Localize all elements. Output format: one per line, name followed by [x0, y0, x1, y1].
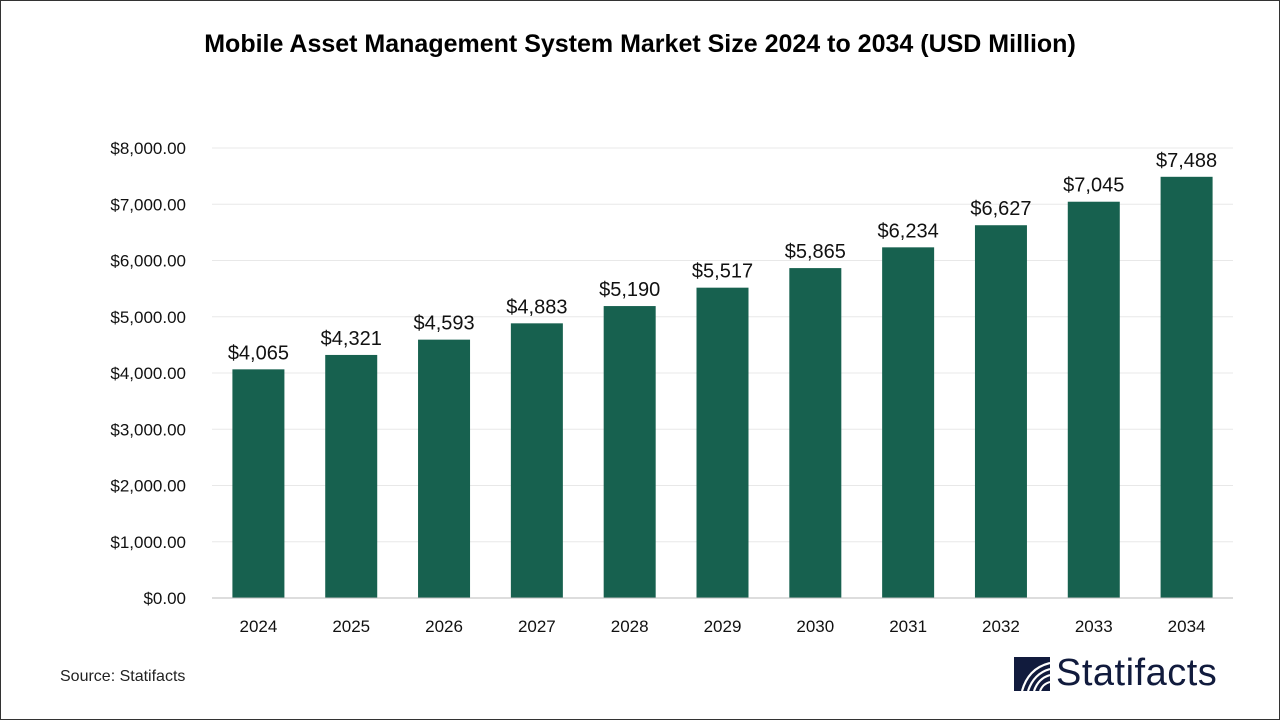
data-label: $4,883	[506, 296, 567, 318]
data-label: $6,627	[970, 198, 1031, 220]
data-label: $4,065	[228, 342, 289, 364]
data-label: $4,593	[413, 313, 474, 335]
y-tick-label: $4,000.00	[110, 364, 186, 383]
data-label: $7,488	[1156, 150, 1217, 172]
y-tick-label: $3,000.00	[110, 420, 186, 439]
y-tick-label: $0.00	[143, 589, 186, 608]
bar	[696, 287, 749, 598]
y-tick-label: $7,000.00	[110, 195, 186, 214]
bar	[882, 247, 935, 598]
x-tick-label: 2032	[982, 617, 1020, 636]
bar	[232, 369, 285, 598]
x-tick-label: 2025	[332, 617, 370, 636]
y-tick-label: $2,000.00	[110, 477, 186, 496]
y-tick-label: $1,000.00	[110, 533, 186, 552]
x-tick-label: 2033	[1075, 617, 1113, 636]
bar	[1160, 176, 1213, 599]
y-tick-label: $5,000.00	[110, 308, 186, 327]
data-label: $7,045	[1063, 175, 1124, 197]
data-label: $5,517	[692, 261, 753, 283]
statifacts-logo-icon	[1014, 656, 1050, 691]
source-note: Source: Statifacts	[60, 668, 186, 685]
x-tick-label: 2034	[1168, 617, 1206, 636]
bar	[974, 225, 1027, 598]
bar	[603, 306, 656, 598]
y-tick-label: $8,000.00	[110, 139, 186, 158]
x-tick-label: 2030	[796, 617, 834, 636]
data-label: $5,865	[785, 241, 846, 263]
bar	[510, 323, 563, 598]
x-tick-label: 2029	[704, 617, 742, 636]
statifacts-logo: Statifacts	[1014, 652, 1217, 695]
x-tick-label: 2024	[239, 617, 277, 636]
data-label: $5,190	[599, 279, 660, 301]
bar	[1067, 201, 1120, 598]
x-tick-label: 2031	[889, 617, 927, 636]
bar	[789, 268, 842, 598]
bar	[325, 354, 378, 598]
x-tick-label: 2027	[518, 617, 556, 636]
x-tick-label: 2026	[425, 617, 463, 636]
data-label: $4,321	[321, 328, 382, 350]
data-label: $6,234	[878, 220, 939, 242]
x-tick-label: 2028	[611, 617, 649, 636]
y-tick-label: $6,000.00	[110, 252, 186, 271]
logo-text: Statifacts	[1056, 652, 1218, 694]
bar	[418, 339, 471, 598]
chart-title: Mobile Asset Management System Market Si…	[204, 30, 1076, 58]
